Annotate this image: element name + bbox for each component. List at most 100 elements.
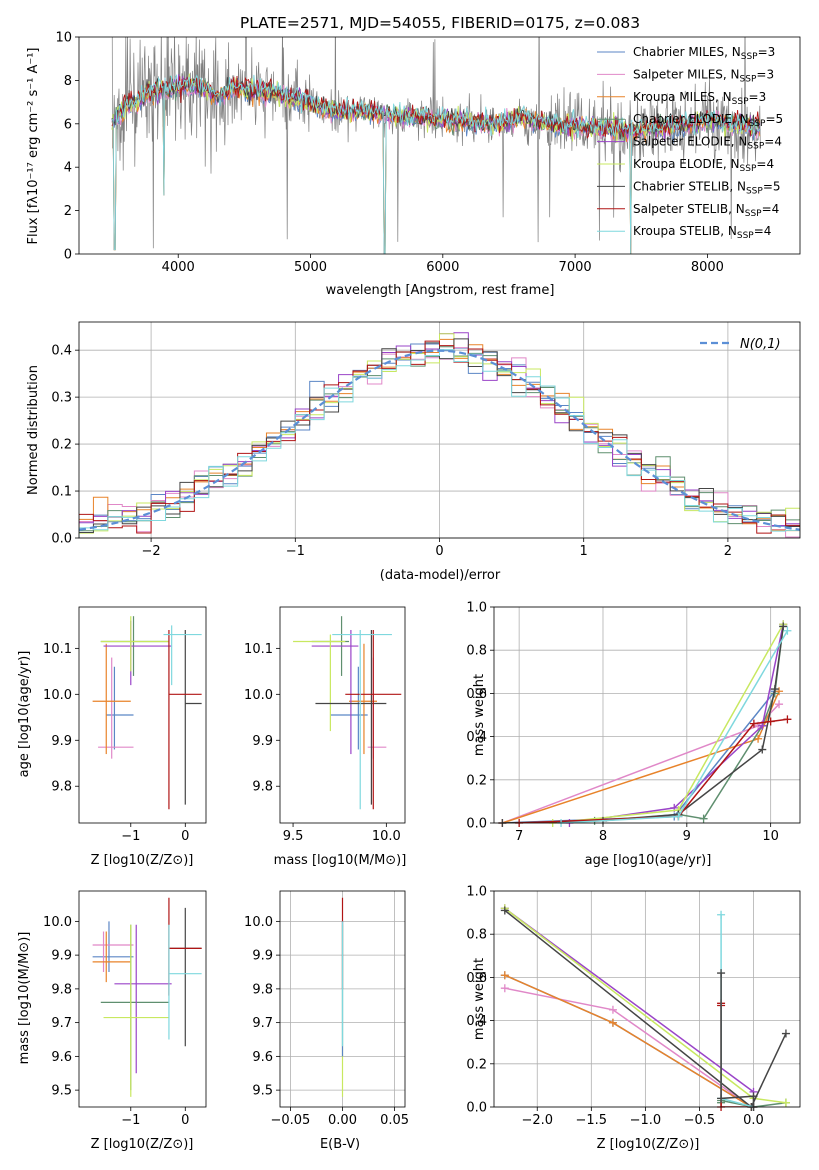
x-tick-label: −0.05 — [270, 1113, 310, 1128]
x-tick-label: 8 — [599, 829, 607, 844]
y-tick-label: 9.8 — [252, 780, 273, 795]
x-axis-label: wavelength [Angstrom, rest frame] — [326, 283, 555, 298]
x-axis-label: (data-model)/error — [380, 568, 501, 583]
legend-entry: Chabrier MILES, NSSP=3 — [633, 45, 775, 62]
age-vs-Z-frame — [78, 606, 207, 824]
legend-name: Salpeter STELIB, N — [633, 202, 745, 216]
x-tick-label: 0.05 — [380, 1113, 409, 1128]
spectrum-axes: 4000 5000 6000 7000 8000 0 2 4 6 8 10 — [55, 31, 723, 276]
plus-marker — [783, 715, 792, 724]
x-tick-label: −1 — [286, 544, 305, 559]
legend-suffix: =3 — [749, 90, 767, 104]
plus-marker — [775, 700, 784, 709]
series-line — [504, 907, 754, 1093]
age-vs-mass-axes: 9.5 10.0 9.8 9.9 10.0 10.1 — [244, 642, 401, 844]
x-tick-label: 10 — [762, 829, 779, 844]
y-tick-label: 0.4 — [51, 344, 72, 359]
legend-sub: SSP — [749, 119, 766, 129]
y-tick-label: 9.8 — [51, 780, 72, 795]
legend-name: Kroupa STELIB, N — [633, 224, 737, 238]
x-axis-label: Z [log10(Z/Z⊙)] — [91, 853, 194, 868]
x-tick-label: 2 — [724, 544, 732, 559]
y-tick-label: 10.1 — [244, 642, 273, 657]
chart-title: PLATE=2571, MJD=54055, FIBERID=0175, z=0… — [240, 14, 640, 32]
y-tick-label: 0.1 — [51, 485, 72, 500]
y-tick-label: 0.2 — [466, 1057, 487, 1072]
y-tick-label: 0.0 — [466, 1101, 487, 1116]
legend-entry: Kroupa MILES, NSSP=3 — [633, 90, 766, 107]
y-axis-label: age [log10(age/yr)] — [17, 651, 32, 778]
plus-marker — [779, 622, 788, 631]
legend-sub: SSP — [747, 142, 764, 152]
legend-suffix: =3 — [758, 45, 776, 59]
x-tick-label: 9.5 — [283, 829, 304, 844]
y-tick-label: 1.0 — [466, 601, 487, 616]
legend-entry: Salpeter STELIB, NSSP=4 — [633, 202, 779, 219]
legend-suffix: =3 — [756, 67, 774, 81]
plus-marker — [717, 1094, 726, 1103]
y-tick-label: 0.0 — [51, 532, 72, 547]
plus-marker — [717, 969, 726, 978]
y-axis-label: Flux [fλ10⁻¹⁷ erg cm⁻² s⁻¹ A⁻¹] — [26, 48, 41, 245]
legend-entry: Salpeter ELODIE, NSSP=4 — [633, 135, 782, 152]
plus-marker — [781, 1029, 790, 1038]
legend-name: Chabrier ELODIE, N — [633, 112, 749, 126]
y-tick-label: 4 — [64, 161, 72, 176]
y-tick-label: 9.6 — [252, 1050, 273, 1065]
y-tick-label: 0.6 — [466, 687, 487, 702]
legend-name: Chabrier MILES, N — [633, 45, 741, 59]
legend-suffix: =4 — [764, 135, 782, 149]
series-line — [502, 626, 784, 823]
x-tick-label: 10.0 — [372, 829, 401, 844]
plus-marker — [754, 734, 763, 743]
series-line — [504, 987, 752, 1107]
y-tick-label: 10.1 — [43, 642, 72, 657]
x-tick-label: 0 — [181, 829, 189, 844]
spectrum-frame — [78, 36, 801, 255]
x-tick-label: −0.5 — [684, 1113, 716, 1128]
plus-marker — [749, 1092, 758, 1101]
x-tick-label: 0.00 — [328, 1113, 357, 1128]
normal-curve — [79, 349, 800, 531]
plus-marker — [717, 910, 726, 919]
x-tick-label: 4000 — [162, 260, 195, 275]
legend-name: Kroupa ELODIE, N — [633, 157, 740, 171]
y-tick-label: 0.3 — [51, 391, 72, 406]
y-tick-label: 10.0 — [244, 915, 273, 930]
x-tick-label: 8000 — [691, 260, 724, 275]
y-tick-label: 8 — [64, 74, 72, 89]
plus-marker — [674, 812, 683, 821]
legend-sub: SSP — [741, 52, 758, 62]
mass-vs-EBV-axes: −0.05 0.00 0.05 9.5 9.6 9.7 9.8 9.9 10.0 — [244, 891, 409, 1128]
model-spectrum-line — [111, 74, 761, 254]
legend-sub: SSP — [740, 164, 757, 174]
legend-name: Kroupa MILES, N — [633, 90, 732, 104]
x-tick-label: 7000 — [559, 260, 592, 275]
x-tick-label: −1.5 — [576, 1113, 608, 1128]
x-axis-label: Z [log10(Z/Z⊙)] — [597, 1137, 700, 1152]
legend-suffix: =5 — [765, 112, 783, 126]
y-tick-label: 10.0 — [43, 915, 72, 930]
x-tick-label: 1 — [580, 544, 588, 559]
y-tick-label: 9.7 — [51, 1016, 72, 1031]
plus-marker — [783, 626, 792, 635]
y-tick-label: 1.0 — [466, 885, 487, 900]
y-tick-label: 9.5 — [252, 1084, 273, 1099]
y-tick-label: 9.9 — [252, 949, 273, 964]
y-tick-label: 9.6 — [51, 1050, 72, 1065]
x-tick-label: −2 — [142, 544, 161, 559]
x-axis-label: Z [log10(Z/Z⊙)] — [91, 1137, 194, 1152]
plus-marker — [770, 685, 779, 694]
legend-name: Chabrier STELIB, N — [633, 179, 746, 193]
legend-entry: Kroupa ELODIE, NSSP=4 — [633, 157, 774, 174]
mass-vs-Z-axes: −1 0 9.5 9.6 9.7 9.8 9.9 10.0 — [43, 915, 189, 1128]
series-line — [519, 718, 788, 823]
y-tick-label: 10.0 — [244, 688, 273, 703]
legend-name: Salpeter ELODIE, N — [633, 135, 747, 149]
x-tick-label: 6000 — [426, 260, 459, 275]
y-tick-label: 10 — [55, 31, 72, 46]
x-tick-label: −1.0 — [630, 1113, 662, 1128]
plus-marker — [500, 984, 509, 993]
y-tick-label: 0 — [64, 248, 72, 263]
